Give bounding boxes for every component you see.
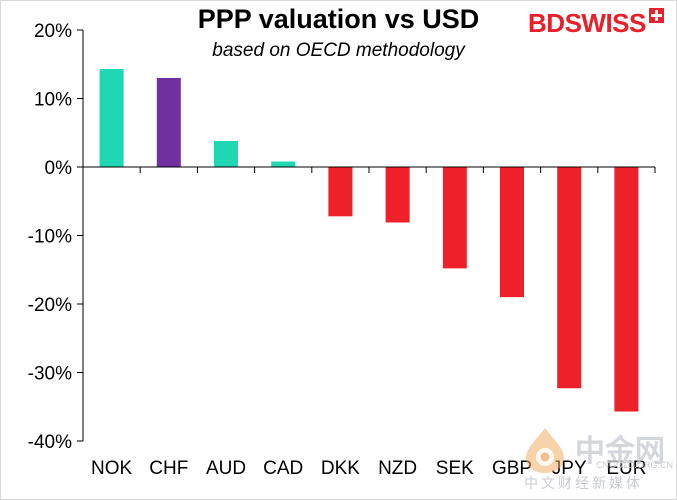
y-tick-label: -30% (28, 364, 72, 385)
x-tick-label: AUD (206, 458, 246, 479)
bar-chf (156, 77, 181, 167)
brand-logo: BDSWISS (528, 8, 646, 39)
x-tick-label: NOK (91, 458, 133, 479)
bar-jpy (557, 167, 582, 389)
x-tick-label: CAD (263, 458, 303, 479)
x-tick-label: SEK (436, 458, 474, 479)
bar-nok (99, 69, 124, 167)
bar-eur (614, 167, 639, 412)
x-tick-label: GBP (492, 458, 532, 479)
y-tick-label: 0% (45, 158, 73, 179)
plus-icon (649, 8, 664, 23)
bar-aud (213, 140, 239, 167)
bar-dkk (328, 167, 353, 217)
x-tick-label: NZD (378, 458, 417, 479)
y-tick-label: -20% (28, 295, 72, 316)
bar-sek (442, 167, 467, 269)
x-tick-label: EUR (606, 458, 646, 479)
y-tick-label: -40% (28, 432, 72, 453)
chart-subtitle: based on OECD methodology (212, 40, 465, 61)
x-tick-label: CHF (149, 458, 188, 479)
bar-cad (271, 161, 296, 167)
brand-name-part2: SWISS (564, 8, 647, 38)
watermark-url: CNGOLD.ORG.CN (596, 460, 674, 470)
brand-name-part1: BD (528, 8, 565, 38)
bar-gbp (499, 167, 525, 298)
x-tick-label: DKK (321, 458, 360, 479)
watermark-subtitle: 中文财经新媒体 (524, 475, 643, 491)
gold-drop-icon (526, 428, 564, 473)
y-tick-label: 20% (34, 21, 72, 42)
y-tick-label: 10% (34, 90, 72, 111)
bar-nzd (385, 167, 410, 223)
chart-title: PPP valuation vs USD (197, 4, 480, 34)
watermark-text: 中金网 (575, 435, 665, 468)
y-tick-label: -10% (28, 227, 72, 248)
